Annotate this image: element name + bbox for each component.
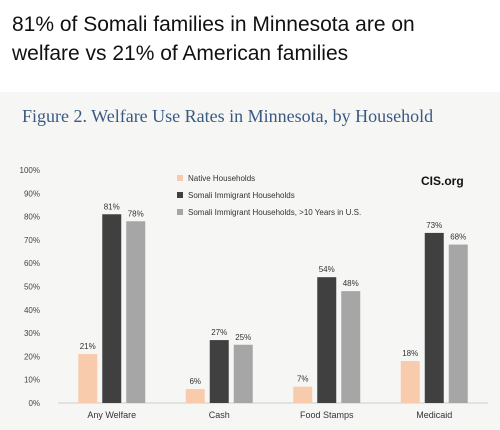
legend-swatch	[177, 175, 183, 181]
bar-any-welfare-series-2	[102, 214, 122, 403]
category-label: Medicaid	[416, 410, 452, 420]
chart-card: Figure 2. Welfare Use Rates in Minnesota…	[0, 92, 500, 430]
headline-line-2: welfare vs 21% of American families	[12, 42, 349, 65]
bar-cash-series-1	[185, 389, 205, 403]
data-label: 7%	[297, 375, 309, 384]
bar-any-welfare-series-1	[78, 354, 98, 403]
legend-label: Native Households	[188, 174, 255, 183]
y-tick-label: 20%	[24, 352, 40, 361]
legend-label: Somali Immigrant Households, >10 Years i…	[188, 208, 361, 217]
bar-chart: 0% 10% 20% 30% 40% 50% 60% 70% 80% 90% 100% 21% 81%…	[20, 166, 488, 420]
bar-medicaid-series-2	[424, 232, 444, 403]
bars	[78, 214, 468, 403]
y-tick-label: 50%	[24, 283, 40, 292]
y-tick-label: 70%	[24, 236, 40, 245]
brand-label: CIS.org	[421, 174, 464, 188]
y-tick-label: 60%	[24, 259, 40, 268]
category-label: Any Welfare	[87, 410, 136, 420]
legend: Native Households Somali Immigrant Househ…	[177, 174, 361, 217]
bar-cash-series-2	[209, 340, 229, 403]
data-label: 18%	[402, 349, 418, 358]
category-label: Cash	[209, 410, 230, 420]
data-label: 27%	[211, 328, 227, 337]
data-label: 6%	[189, 377, 201, 386]
headline-line-1: 81% of Somali families in Minnesota are …	[12, 13, 415, 36]
bar-food-stamps-series-3	[341, 291, 361, 403]
headline: 81% of Somali families in Minnesota are …	[12, 10, 492, 68]
y-tick-label: 30%	[24, 329, 40, 338]
figure-title: Figure 2. Welfare Use Rates in Minnesota…	[22, 106, 434, 126]
category-labels: Any Welfare Cash Food Stamps Medicaid	[87, 410, 452, 420]
category-label: Food Stamps	[300, 410, 354, 420]
y-tick-label: 0%	[28, 399, 40, 408]
legend-swatch	[177, 209, 183, 215]
bar-food-stamps-series-1	[293, 386, 313, 403]
y-tick-label: 10%	[24, 376, 40, 385]
y-tick-label: 100%	[20, 166, 40, 175]
data-label: 81%	[104, 202, 120, 211]
data-label: 48%	[343, 279, 359, 288]
data-label: 68%	[450, 233, 466, 242]
bar-any-welfare-series-3	[126, 221, 146, 403]
y-tick-label: 40%	[24, 306, 40, 315]
data-label: 73%	[426, 221, 442, 230]
data-label: 78%	[128, 209, 144, 218]
data-labels: 21% 81% 78% 6% 27% 25% 7% 54% 48% 18% 73% 68%	[80, 202, 467, 386]
legend-swatch	[177, 192, 183, 198]
bar-medicaid-series-1	[400, 361, 420, 403]
y-tick-label: 90%	[24, 189, 40, 198]
y-tick-label: 80%	[24, 213, 40, 222]
data-label: 54%	[319, 265, 335, 274]
legend-label: Somali Immigrant Households	[188, 191, 295, 200]
data-label: 21%	[80, 342, 96, 351]
bar-medicaid-series-3	[448, 244, 468, 403]
bar-food-stamps-series-2	[317, 277, 337, 403]
bar-cash-series-3	[233, 344, 253, 403]
data-label: 25%	[235, 333, 251, 342]
